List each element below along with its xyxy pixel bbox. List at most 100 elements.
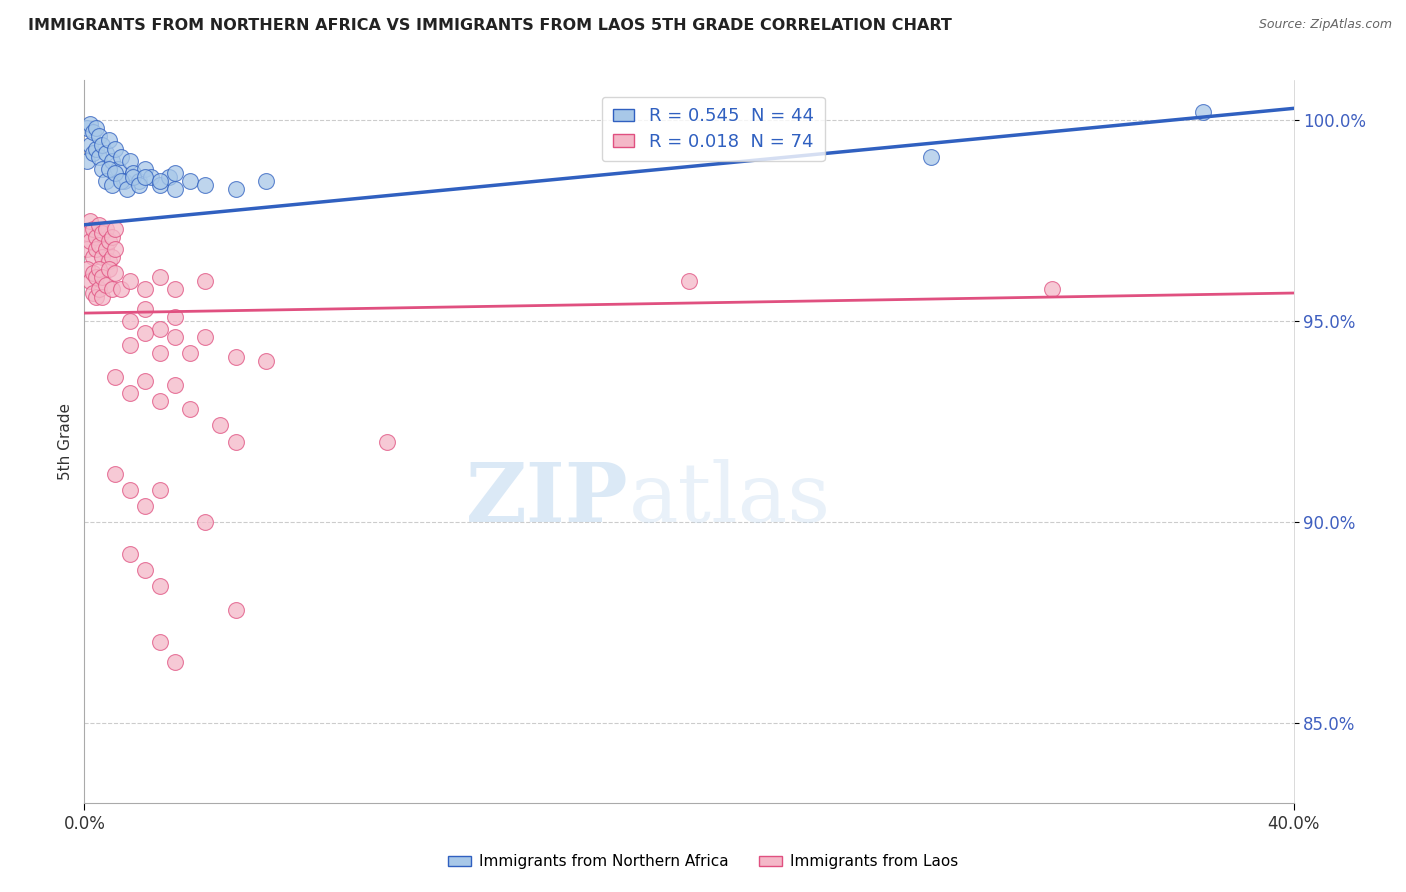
Point [128,178,150,192]
Point [89,150,111,164]
Text: Source: ZipAtlas.com: Source: ZipAtlas.com [1258,18,1392,31]
Point [82,250,104,264]
Text: atlas: atlas [628,459,831,540]
Point [149,346,172,360]
Point [209,418,232,433]
Point [100,230,122,244]
Point [149,270,172,285]
Point [82,286,104,301]
Point [165,378,187,392]
Point [97,134,120,148]
Point [112,174,135,188]
Point [86,230,108,244]
Point [179,174,201,188]
Point [97,254,120,268]
Point [149,394,172,409]
Point [82,125,104,139]
Point [134,302,156,317]
Point [225,351,247,365]
Point [149,579,172,593]
Point [165,181,187,195]
Point [89,129,111,144]
Point [194,178,217,192]
Point [76,153,98,168]
Point [128,174,150,188]
Point [104,222,127,236]
Point [94,278,117,293]
Point [254,354,277,368]
Point [121,169,143,184]
Point [149,178,172,192]
Point [100,153,122,168]
Point [134,169,156,184]
Point [678,274,700,288]
Point [76,262,98,277]
Point [86,121,108,136]
Point [110,174,132,188]
Point [375,434,398,449]
Point [100,178,122,192]
Point [79,213,101,227]
Point [89,238,111,252]
Point [76,242,98,256]
Point [254,174,277,188]
Point [118,483,141,497]
Point [79,234,101,248]
Point [97,161,120,176]
Point [134,161,156,176]
Point [104,266,127,280]
Point [149,322,172,336]
Point [157,169,180,184]
Point [110,282,132,296]
Text: IMMIGRANTS FROM NORTHERN AFRICA VS IMMIGRANTS FROM LAOS 5TH GRADE CORRELATION CH: IMMIGRANTS FROM NORTHERN AFRICA VS IMMIG… [28,18,952,33]
Point [94,242,117,256]
Point [91,250,114,264]
Point [82,266,104,280]
Point [134,563,156,577]
Point [115,181,138,195]
Point [82,222,104,236]
Point [86,242,108,256]
Legend: Immigrants from Northern Africa, Immigrants from Laos: Immigrants from Northern Africa, Immigra… [441,848,965,875]
Point [82,145,104,160]
Point [134,374,156,388]
Y-axis label: 5th Grade: 5th Grade [58,403,73,480]
Point [94,145,117,160]
Point [100,282,122,296]
Point [225,181,247,195]
Point [134,326,156,341]
Point [110,150,132,164]
Point [118,314,141,328]
Point [118,386,141,401]
Point [920,150,942,164]
Point [194,330,217,344]
Point [104,370,127,384]
Point [165,655,187,669]
Point [149,635,172,649]
Point [79,274,101,288]
Point [89,218,111,232]
Point [149,174,172,188]
Point [118,547,141,561]
Point [104,166,127,180]
Point [179,402,201,417]
Point [86,290,108,304]
Point [91,270,114,285]
Point [194,515,217,529]
Legend: R = 0.545  N = 44, R = 0.018  N = 74: R = 0.545 N = 44, R = 0.018 N = 74 [602,96,824,161]
Point [94,174,117,188]
Point [139,169,162,184]
Point [76,226,98,240]
Point [91,290,114,304]
Point [179,346,201,360]
Point [104,142,127,156]
Point [1192,105,1215,120]
Point [225,434,247,449]
Point [94,222,117,236]
Point [91,137,114,152]
Point [79,118,101,132]
Point [97,262,120,277]
Point [104,467,127,481]
Point [91,226,114,240]
Point [118,338,141,352]
